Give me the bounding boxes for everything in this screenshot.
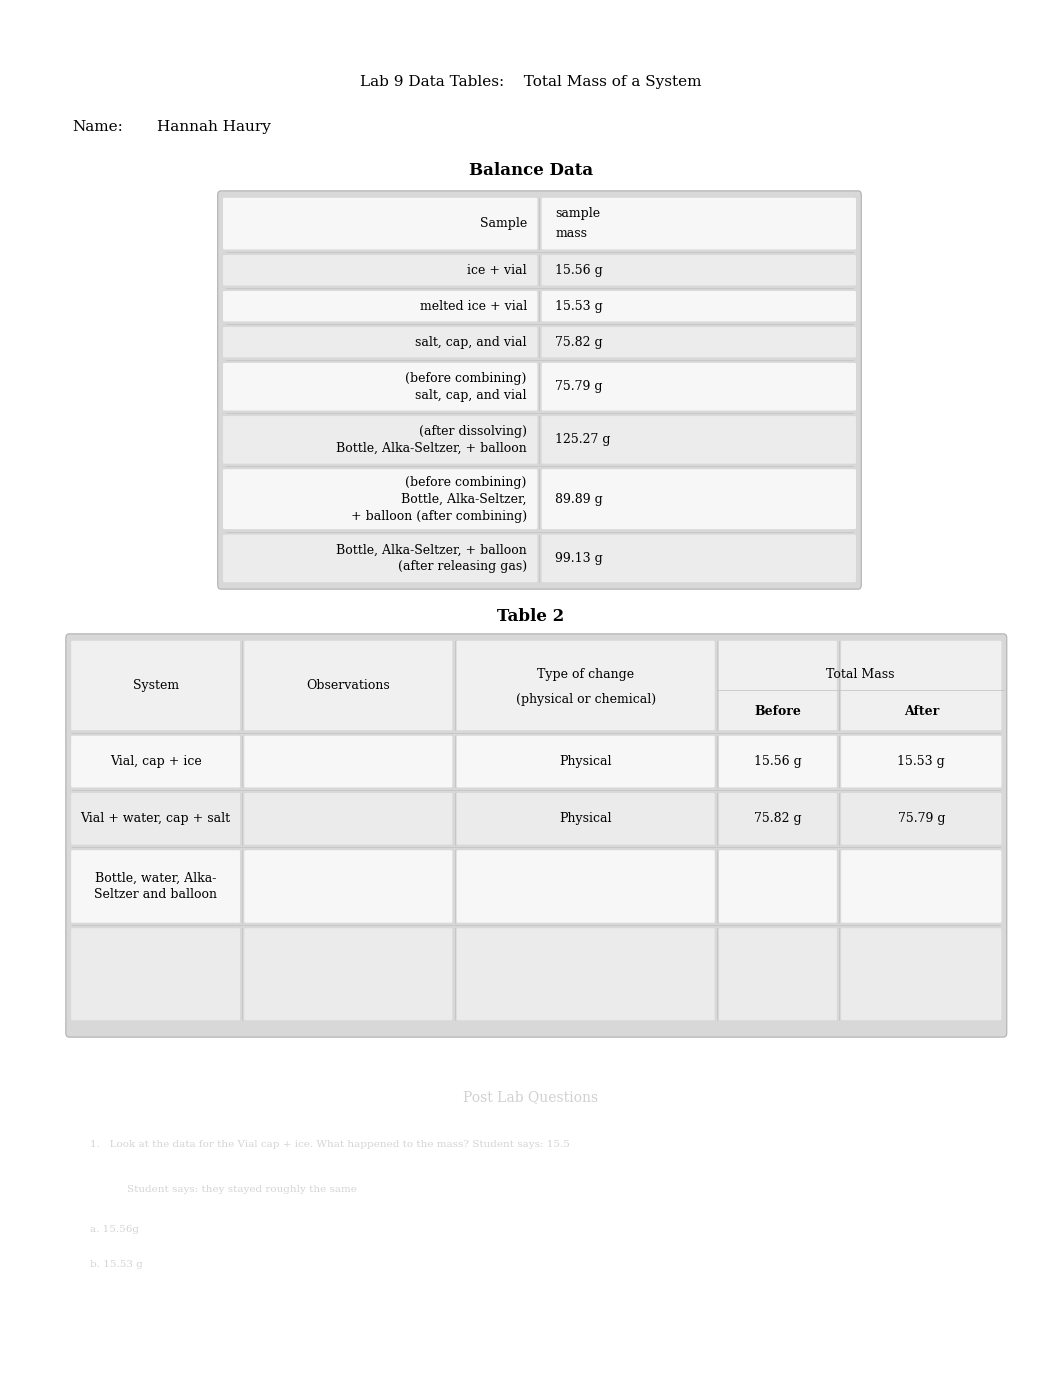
Text: mass: mass (555, 227, 587, 241)
FancyBboxPatch shape (223, 470, 537, 529)
FancyBboxPatch shape (218, 191, 861, 589)
FancyBboxPatch shape (71, 735, 240, 788)
Text: 1.   Look at the data for the Vial cap + ice. What happened to the mass? Student: 1. Look at the data for the Vial cap + i… (90, 1140, 570, 1148)
Text: 75.82 g: 75.82 g (754, 812, 802, 825)
Text: Balance Data: Balance Data (469, 162, 593, 179)
Text: 15.53 g: 15.53 g (555, 300, 603, 313)
FancyBboxPatch shape (542, 255, 856, 285)
Text: ice + vial: ice + vial (467, 264, 527, 277)
Text: (before combining)
Bottle, Alka-Seltzer,
+ balloon (after combining): (before combining) Bottle, Alka-Seltzer,… (350, 475, 527, 523)
Text: a. 15.56g: a. 15.56g (90, 1226, 139, 1234)
Text: Hannah Haury: Hannah Haury (157, 120, 271, 134)
Text: Post Lab Questions: Post Lab Questions (463, 1091, 599, 1104)
Text: Student says: they stayed roughly the same: Student says: they stayed roughly the sa… (127, 1186, 357, 1194)
FancyBboxPatch shape (542, 534, 856, 582)
FancyBboxPatch shape (71, 793, 240, 844)
Text: 99.13 g: 99.13 g (555, 552, 603, 565)
Text: (after dissolving)
Bottle, Alka-Seltzer, + balloon: (after dissolving) Bottle, Alka-Seltzer,… (336, 425, 527, 454)
Text: 15.53 g: 15.53 g (897, 755, 945, 768)
FancyBboxPatch shape (457, 640, 715, 730)
FancyBboxPatch shape (841, 640, 1001, 730)
FancyBboxPatch shape (66, 633, 1007, 1037)
FancyBboxPatch shape (841, 735, 1001, 788)
FancyBboxPatch shape (719, 640, 837, 730)
FancyBboxPatch shape (223, 364, 537, 410)
FancyBboxPatch shape (542, 291, 856, 321)
FancyBboxPatch shape (223, 534, 537, 582)
Text: salt, cap, and vial: salt, cap, and vial (415, 336, 527, 348)
FancyBboxPatch shape (719, 793, 837, 844)
Text: System: System (133, 679, 178, 693)
FancyBboxPatch shape (223, 326, 537, 358)
FancyBboxPatch shape (244, 640, 452, 730)
FancyBboxPatch shape (244, 850, 452, 923)
Text: (before combining)
salt, cap, and vial: (before combining) salt, cap, and vial (406, 372, 527, 402)
Text: 75.79 g: 75.79 g (897, 812, 945, 825)
Text: sample: sample (555, 207, 600, 220)
Text: After: After (904, 705, 939, 719)
FancyBboxPatch shape (719, 735, 837, 788)
Text: 89.89 g: 89.89 g (555, 493, 603, 505)
Text: Total Mass: Total Mass (826, 668, 894, 680)
Text: 75.79 g: 75.79 g (555, 380, 603, 394)
FancyBboxPatch shape (223, 255, 537, 285)
Text: Physical: Physical (560, 755, 612, 768)
Text: 75.82 g: 75.82 g (555, 336, 603, 348)
FancyBboxPatch shape (457, 793, 715, 844)
FancyBboxPatch shape (457, 928, 715, 1020)
Text: Before: Before (754, 705, 802, 719)
Text: Physical: Physical (560, 812, 612, 825)
Text: melted ice + vial: melted ice + vial (419, 300, 527, 313)
Text: 15.56 g: 15.56 g (555, 264, 603, 277)
Text: Lab 9 Data Tables:    Total Mass of a System: Lab 9 Data Tables: Total Mass of a Syste… (360, 74, 702, 90)
FancyBboxPatch shape (841, 793, 1001, 844)
FancyBboxPatch shape (244, 735, 452, 788)
FancyBboxPatch shape (71, 850, 240, 923)
Text: Vial, cap + ice: Vial, cap + ice (109, 755, 202, 768)
FancyBboxPatch shape (542, 364, 856, 410)
Text: Table 2: Table 2 (497, 609, 565, 625)
FancyBboxPatch shape (223, 291, 537, 321)
Text: 125.27 g: 125.27 g (555, 434, 611, 446)
Text: Observations: Observations (307, 679, 390, 693)
FancyBboxPatch shape (542, 416, 856, 464)
Text: 15.56 g: 15.56 g (754, 755, 802, 768)
FancyBboxPatch shape (457, 850, 715, 923)
FancyBboxPatch shape (71, 928, 240, 1020)
Text: Bottle, water, Alka-
Seltzer and balloon: Bottle, water, Alka- Seltzer and balloon (95, 872, 217, 902)
FancyBboxPatch shape (244, 793, 452, 844)
FancyBboxPatch shape (457, 735, 715, 788)
Text: Name:: Name: (72, 120, 123, 134)
FancyBboxPatch shape (542, 198, 856, 249)
FancyBboxPatch shape (542, 326, 856, 358)
Text: Bottle, Alka-Seltzer, + balloon
(after releasing gas): Bottle, Alka-Seltzer, + balloon (after r… (336, 544, 527, 573)
Text: b. 15.53 g: b. 15.53 g (90, 1260, 143, 1270)
FancyBboxPatch shape (244, 928, 452, 1020)
FancyBboxPatch shape (223, 416, 537, 464)
FancyBboxPatch shape (841, 850, 1001, 923)
FancyBboxPatch shape (542, 470, 856, 529)
Text: (physical or chemical): (physical or chemical) (516, 693, 655, 706)
Text: Sample: Sample (480, 218, 527, 230)
FancyBboxPatch shape (223, 198, 537, 249)
Text: Type of change: Type of change (537, 668, 634, 680)
FancyBboxPatch shape (841, 928, 1001, 1020)
FancyBboxPatch shape (719, 850, 837, 923)
FancyBboxPatch shape (71, 640, 240, 730)
Text: Vial + water, cap + salt: Vial + water, cap + salt (81, 812, 230, 825)
FancyBboxPatch shape (719, 928, 837, 1020)
